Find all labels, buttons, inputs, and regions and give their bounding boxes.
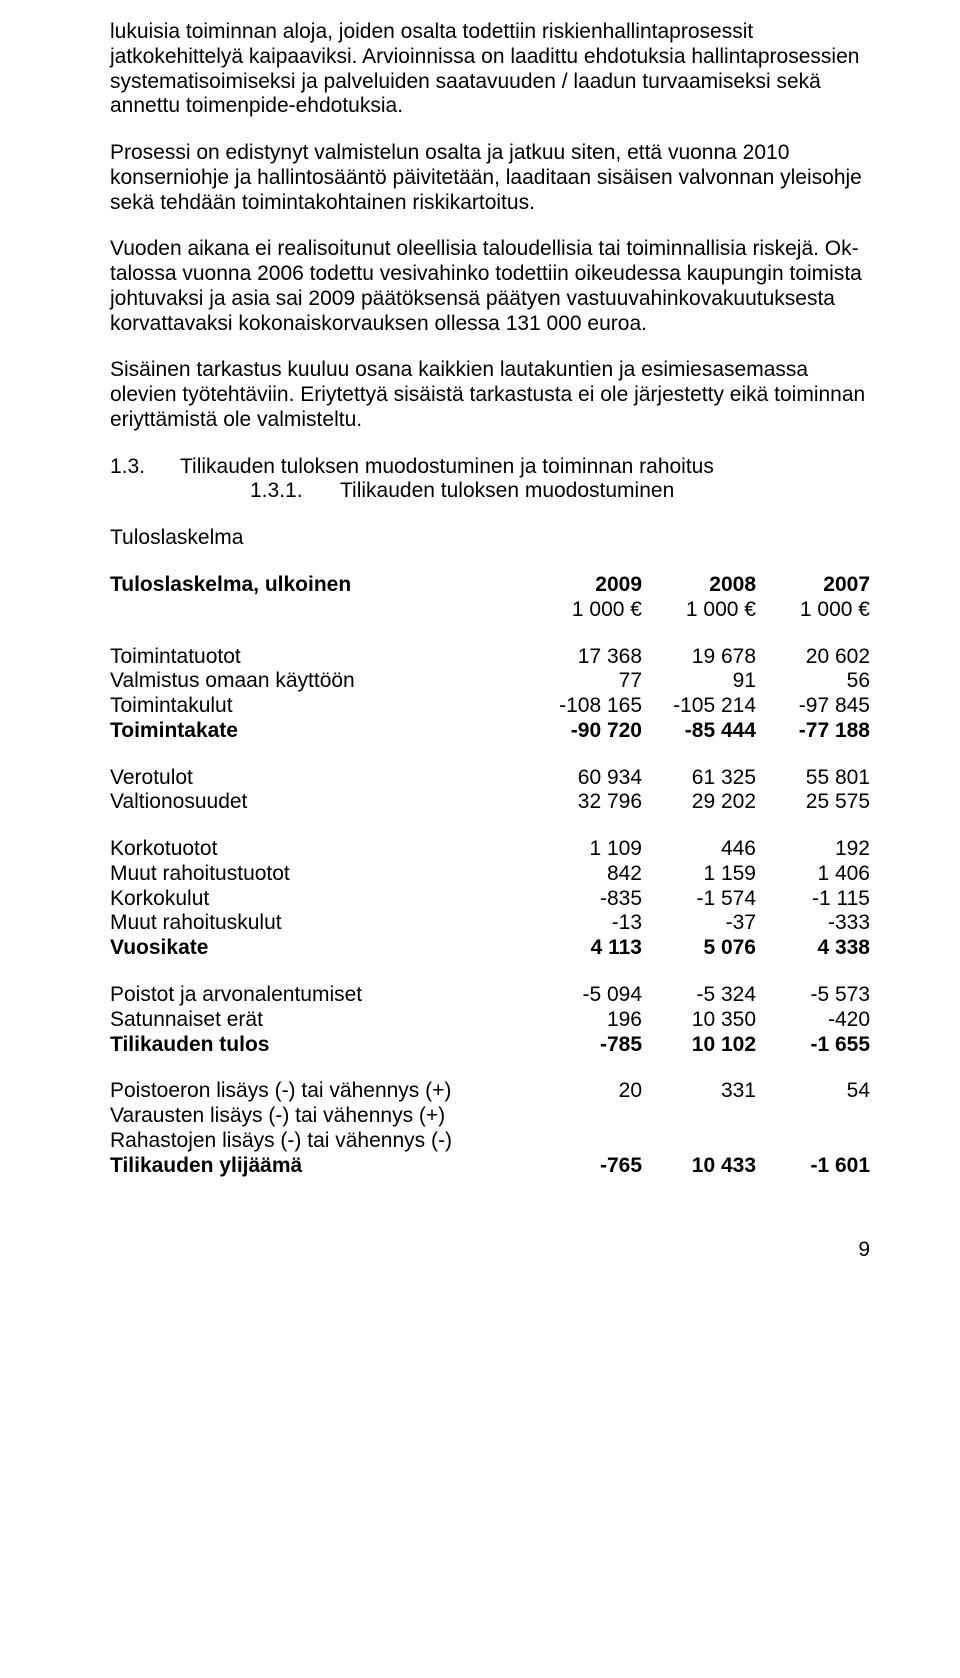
table-row: Muut rahoituskulut -13 -37 -333 (110, 911, 870, 936)
paragraph: Vuoden aikana ei realisoitunut oleellisi… (110, 237, 870, 336)
table-unit: 1 000 € (642, 598, 756, 623)
income-statement-table: Tuloslaskelma, ulkoinen 2009 2008 2007 1… (110, 573, 870, 1178)
table-row: Tilikauden ylijäämä -765 10 433 -1 601 (110, 1154, 870, 1179)
table-unit: 1 000 € (756, 598, 870, 623)
table-row: Muut rahoitustuotot 842 1 159 1 406 (110, 862, 870, 887)
table-row: Poistoeron lisäys (-) tai vähennys (+) 2… (110, 1079, 870, 1104)
table-header-year: 2009 (528, 573, 642, 598)
table-row: Rahastojen lisäys (-) tai vähennys (-) (110, 1129, 870, 1154)
table-row: Tilikauden tulos -785 10 102 -1 655 (110, 1033, 870, 1058)
table-header-year: 2008 (642, 573, 756, 598)
table-unit: 1 000 € (528, 598, 642, 623)
paragraph: Prosessi on edistynyt valmistelun osalta… (110, 141, 870, 215)
table-row: Poistot ja arvonalentumiset -5 094 -5 32… (110, 983, 870, 1008)
table-row: Verotulot 60 934 61 325 55 801 (110, 766, 870, 791)
table-row: Toimintakate -90 720 -85 444 -77 188 (110, 719, 870, 744)
heading-text: Tilikauden tuloksen muodostuminen (340, 479, 674, 504)
table-row: Toimintakulut -108 165 -105 214 -97 845 (110, 694, 870, 719)
section-heading: 1.3. Tilikauden tuloksen muodostuminen j… (110, 455, 870, 505)
table-row: Valmistus omaan käyttöön 77 91 56 (110, 669, 870, 694)
table-header-row: Tuloslaskelma, ulkoinen 2009 2008 2007 (110, 573, 870, 598)
table-unit-row: 1 000 € 1 000 € 1 000 € (110, 598, 870, 623)
page-number: 9 (110, 1238, 870, 1263)
paragraph: Sisäinen tarkastus kuuluu osana kaikkien… (110, 358, 870, 432)
paragraph: lukuisia toiminnan aloja, joiden osalta … (110, 20, 870, 119)
table-row: Vuosikate 4 113 5 076 4 338 (110, 936, 870, 961)
table-row: Korkokulut -835 -1 574 -1 115 (110, 887, 870, 912)
table-header-label: Tuloslaskelma, ulkoinen (110, 573, 528, 598)
table-row: Korkotuotot 1 109 446 192 (110, 837, 870, 862)
table-row: Toimintatuotot 17 368 19 678 20 602 (110, 645, 870, 670)
heading-number: 1.3.1. (250, 479, 340, 504)
heading-text: Tilikauden tuloksen muodostuminen ja toi… (180, 455, 714, 480)
table-row: Satunnaiset erät 196 10 350 -420 (110, 1008, 870, 1033)
subheading: Tuloslaskelma (110, 526, 870, 551)
table-header-year: 2007 (756, 573, 870, 598)
table-row: Varausten lisäys (-) tai vähennys (+) (110, 1104, 870, 1129)
heading-number: 1.3. (110, 455, 180, 480)
table-row: Valtionosuudet 32 796 29 202 25 575 (110, 790, 870, 815)
